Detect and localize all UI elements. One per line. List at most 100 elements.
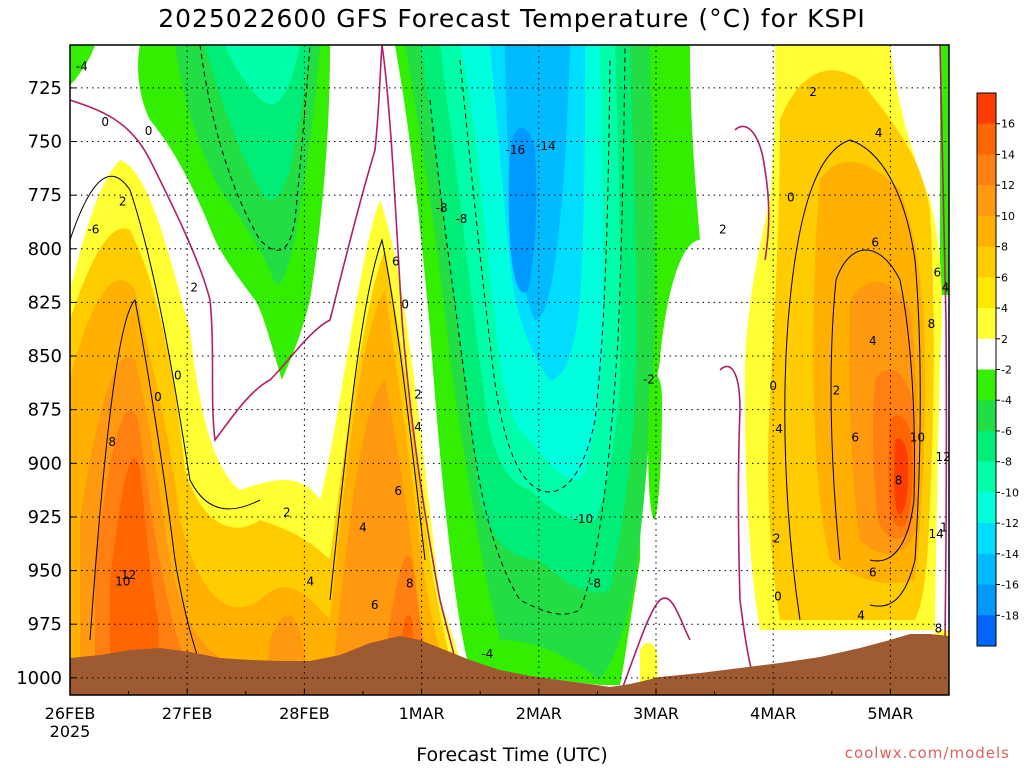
x-axis-label: Forecast Time (UTC) <box>416 744 608 766</box>
contour-label: 4 <box>875 126 883 140</box>
y-tick-label: 950 <box>28 561 62 582</box>
chart-title: 2025022600 GFS Forecast Temperature (°C)… <box>158 4 866 33</box>
grid-lines <box>70 45 949 695</box>
contour-label: 6 <box>392 255 400 269</box>
field-top-cold-10 <box>225 45 300 105</box>
zero-contour-left <box>70 45 383 443</box>
contour-label: 12 <box>935 450 950 464</box>
colorbar-tick-label: 12 <box>1001 179 1015 192</box>
contour-label: 12 <box>121 568 136 582</box>
field-topleft-green <box>70 45 95 85</box>
contour-label: 8 <box>108 435 116 449</box>
y-tick-label: 825 <box>28 292 62 313</box>
contour-label: 4 <box>775 422 783 436</box>
colorbar-segment <box>977 246 996 278</box>
contour-label: 6 <box>869 566 877 580</box>
colorbar-segment <box>977 553 996 586</box>
x-tick-label: 5MAR <box>867 704 913 723</box>
contour-label: 8 <box>935 621 943 635</box>
colorbar-segment <box>977 308 996 340</box>
contour-label: 0 <box>774 589 782 603</box>
colorbar-segment <box>977 400 996 432</box>
contour-label: 10 <box>115 574 130 588</box>
contour-label: 4 <box>414 420 422 434</box>
contour-label: 2 <box>773 531 781 545</box>
contour-label: 2 <box>951 216 959 230</box>
contour-label: -14 <box>536 139 556 153</box>
contour-label: 0 <box>174 368 182 382</box>
x-tick-label: 1MAR <box>399 704 445 723</box>
contour-label: 0 <box>154 390 162 404</box>
field-center-cold-18 <box>508 127 537 293</box>
x-tick-label: 28FEB <box>279 704 330 723</box>
contour-label: -10 <box>574 512 594 526</box>
colorbar-tick-label: -6 <box>1001 425 1012 438</box>
colorbar-segment <box>977 338 996 370</box>
colorbar-tick-label: -16 <box>1001 579 1019 592</box>
y-tick-label: 1000 <box>16 668 62 689</box>
y-tick-label: 725 <box>28 78 62 99</box>
contour-label: -16 <box>506 143 526 157</box>
contour-right-warm <box>784 139 921 621</box>
contour-label: -4 <box>481 647 493 661</box>
contour-label: -8 <box>589 576 601 590</box>
y-axis: 725 750 775 800 825 850 875 900 925 950 975 1000 <box>16 78 76 689</box>
colorbar-tick-label: 16 <box>1001 118 1015 131</box>
colorbar-segment <box>977 584 996 616</box>
colorbar-segment <box>977 369 996 401</box>
contour-label: 2 <box>809 85 817 99</box>
terrain-ground <box>70 634 949 695</box>
zero-contour-mid <box>381 45 466 695</box>
contour-label: -4 <box>76 59 88 73</box>
contour-label: 4 <box>306 574 314 588</box>
zero-contour-3mar <box>619 597 691 695</box>
colorbar-tick-label: -8 <box>1001 456 1012 469</box>
contour-label: 0 <box>401 298 409 312</box>
contour-right-warm-2 <box>830 249 915 562</box>
contour-label: 2 <box>719 222 727 236</box>
colorbar-tick-label: -2 <box>1001 364 1012 377</box>
colorbar-tick-label: -12 <box>1001 517 1019 530</box>
contour-cold-dashed-1 <box>429 45 626 615</box>
colorbar-segment <box>977 277 996 309</box>
y-tick-label: 800 <box>28 239 62 260</box>
colorbar-segment <box>977 93 996 125</box>
y-tick-label: 750 <box>28 132 62 153</box>
contour-label: -2 <box>643 373 655 387</box>
field-right-green <box>940 45 949 295</box>
colorbar-tick-label: -18 <box>1001 609 1019 622</box>
contour-label: 0 <box>787 190 795 204</box>
colorbar-segment <box>977 492 996 524</box>
colorbar: 16 14 12 10 8 6 4 2 -2 -4 -6 -8 -10 -12 -14 -16 -18 <box>976 92 1019 647</box>
x-tick-label: 4MAR <box>750 704 796 723</box>
zero-contour-right <box>719 365 756 681</box>
x-axis: 26FEB 27FEB 28FEB 1MAR 2MAR 3MAR 4MAR 5MAR <box>45 689 950 723</box>
y-tick-label: 925 <box>28 507 62 528</box>
colorbar-segment <box>977 123 996 155</box>
colorbar-tick-label: 4 <box>1001 302 1008 315</box>
colorbar-segment <box>977 615 996 647</box>
contour-lines <box>70 45 948 695</box>
colorbar-segment <box>977 523 996 555</box>
y-tick-label: 850 <box>28 346 62 367</box>
field-right-warm-14 <box>894 438 909 515</box>
contour-label: 14 <box>928 527 943 541</box>
colorbar-segment <box>977 215 996 248</box>
colorbar-tick-label: 6 <box>1001 271 1008 284</box>
colorbar-tick-label: 10 <box>1001 210 1015 223</box>
colorbar-segment <box>977 430 996 463</box>
colorbar-segment <box>977 154 996 186</box>
contour-label: 2 <box>119 195 127 209</box>
contour-label: 4 <box>857 609 865 623</box>
x-tick-label: 27FEB <box>162 704 213 723</box>
y-tick-label: 975 <box>28 614 62 635</box>
contour-label: 6 <box>933 265 941 279</box>
contour-label: 6 <box>371 598 379 612</box>
x-tick-year-label: 2025 <box>50 722 91 741</box>
contour-label: 4 <box>869 334 877 348</box>
zero-contour-far-right <box>939 45 948 641</box>
contour-label: 8 <box>406 576 414 590</box>
